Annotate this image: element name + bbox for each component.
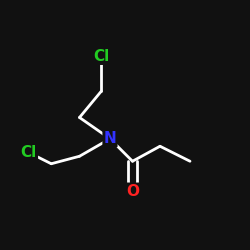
Text: Cl: Cl xyxy=(20,145,37,160)
Text: N: N xyxy=(104,131,117,146)
Text: O: O xyxy=(126,184,139,199)
Text: Cl: Cl xyxy=(93,49,110,64)
